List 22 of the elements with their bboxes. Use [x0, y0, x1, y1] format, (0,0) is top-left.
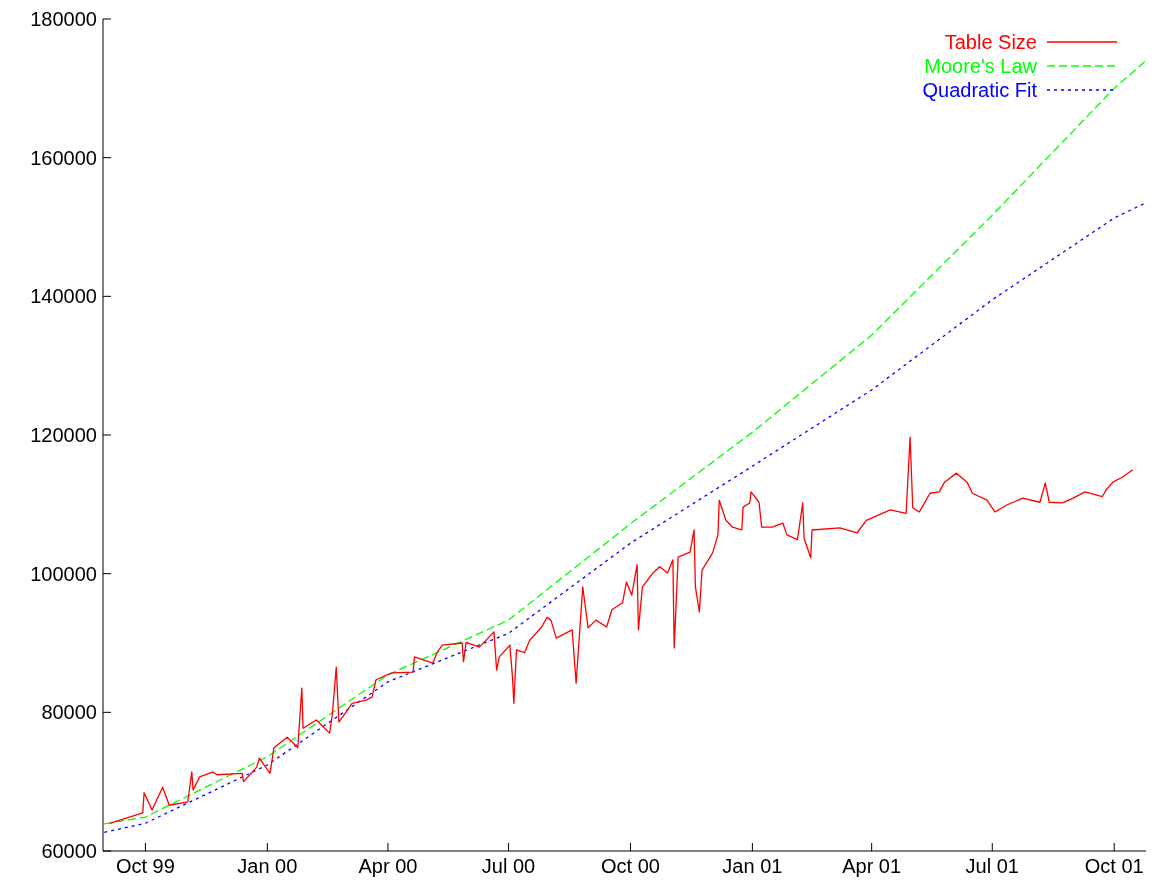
x-tick-label: Apr 00 [358, 855, 418, 878]
x-tick-label: Jan 01 [722, 855, 783, 878]
x-tick-label: Jan 00 [237, 855, 298, 878]
legend-label: Quadratic Fit [922, 78, 1037, 102]
x-tick-label: Oct 00 [601, 855, 660, 878]
y-tick-label: 100000 [30, 562, 97, 585]
x-tick-label: Jul 01 [965, 855, 1019, 878]
y-tick-label: 60000 [41, 840, 97, 863]
legend-label: Table Size [944, 30, 1037, 54]
x-tick-label: Oct 01 [1084, 855, 1144, 878]
y-tick-label: 120000 [30, 424, 97, 447]
line-series [103, 202, 1146, 833]
legend-label: Moore's Law [924, 54, 1037, 78]
line-series [103, 59, 1146, 825]
y-tick-label: 160000 [30, 146, 97, 169]
line-series [108, 436, 1134, 824]
y-tick-label: 180000 [30, 8, 97, 31]
x-tick-label: Apr 01 [842, 855, 902, 878]
x-tick-label: Oct 99 [115, 855, 175, 878]
x-tick-label: Jul 00 [481, 855, 536, 878]
y-tick-label: 140000 [30, 285, 97, 308]
y-tick-label: 80000 [41, 701, 97, 724]
